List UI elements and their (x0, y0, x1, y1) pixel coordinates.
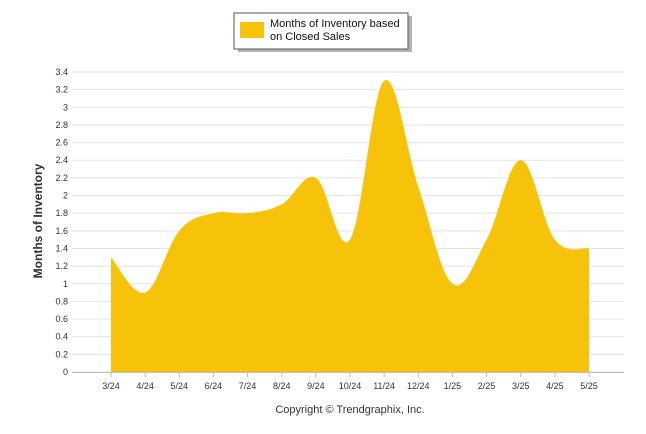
y-axis-title: Months of Inventory (31, 163, 45, 278)
x-tick-label: 6/24 (205, 381, 223, 391)
y-tick-label: 1 (63, 279, 68, 289)
y-tick-label: 2.6 (55, 138, 68, 148)
y-tick-label: 3 (63, 102, 68, 112)
x-tick-label: 3/25 (512, 381, 530, 391)
x-tick-label: 12/24 (407, 381, 430, 391)
legend-swatch (240, 22, 264, 38)
series-area-group (111, 80, 589, 372)
legend: Months of Inventory based on Closed Sale… (233, 12, 412, 52)
x-tick-label: 8/24 (273, 381, 291, 391)
y-tick-label: 1.4 (55, 243, 68, 253)
y-axis-ticks: 0 0.2 0.4 0.6 0.8 1 1.2 1.4 1.6 1.8 2 2.2 2.4 2.6 2.8 3… (55, 67, 68, 377)
series-area (111, 80, 589, 372)
y-tick-label: 0.8 (55, 296, 68, 306)
x-axis-ticks: 3/24 4/24 5/24 6/24 7/24 8/24 9/24 10/24 11/24 12… (102, 372, 598, 391)
y-tick-label: 0.4 (55, 332, 68, 342)
y-tick-label: 1.6 (55, 226, 68, 236)
y-tick-label: 0.6 (55, 314, 68, 324)
y-tick-label: 2.8 (55, 120, 68, 130)
x-tick-label: 2/25 (478, 381, 496, 391)
x-tick-label: 7/24 (239, 381, 257, 391)
y-tick-label: 2.4 (55, 155, 68, 165)
x-tick-label: 3/24 (102, 381, 120, 391)
y-tick-label: 0 (63, 367, 68, 377)
y-tick-label: 1.8 (55, 208, 68, 218)
y-tick-label: 1.2 (55, 261, 68, 271)
x-tick-label: 10/24 (339, 381, 362, 391)
y-tick-label: 3.4 (55, 67, 68, 77)
copyright-text: Copyright © Trendgraphix, Inc. (275, 404, 424, 416)
x-tick-label: 4/24 (136, 381, 154, 391)
y-tick-label: 2.2 (55, 173, 68, 183)
y-tick-label: 0.2 (55, 349, 68, 359)
x-tick-label: 9/24 (307, 381, 325, 391)
x-tick-label: 1/25 (444, 381, 462, 391)
y-tick-label: 3.2 (55, 85, 68, 95)
x-tick-label: 11/24 (373, 381, 395, 391)
y-tick-label: 2 (63, 191, 68, 201)
legend-label-line-1: Months of Inventory based (270, 18, 400, 30)
x-tick-label: 5/25 (580, 381, 598, 391)
x-tick-label: 4/25 (546, 381, 564, 391)
x-tick-label: 5/24 (171, 381, 189, 391)
legend-label-line-2: on Closed Sales (270, 31, 351, 43)
